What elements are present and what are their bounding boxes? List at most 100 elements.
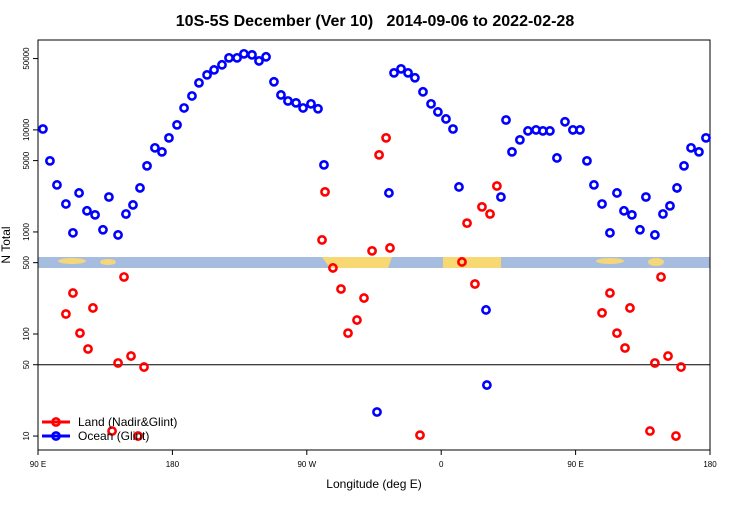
point — [389, 67, 399, 78]
point — [385, 243, 395, 253]
map-land — [648, 258, 664, 266]
point — [126, 351, 136, 361]
point — [418, 86, 428, 97]
point — [45, 155, 55, 166]
point — [501, 115, 511, 125]
point — [415, 430, 425, 441]
point — [641, 192, 651, 202]
y-tick-label: 1000 — [22, 222, 31, 240]
series-1 — [38, 48, 711, 417]
point — [150, 142, 160, 153]
point — [470, 279, 480, 289]
point — [352, 315, 362, 325]
legend-marker — [51, 417, 61, 427]
point — [597, 307, 607, 318]
point — [61, 309, 71, 319]
y-tick-label: 500 — [22, 255, 31, 269]
point — [612, 188, 622, 198]
x-axis-label: Longitude (deg E) — [326, 477, 421, 491]
point — [202, 69, 212, 80]
point — [74, 188, 84, 198]
point — [172, 119, 182, 130]
point — [496, 192, 506, 202]
point — [649, 230, 660, 240]
map-land — [58, 258, 86, 264]
point — [209, 65, 219, 75]
point — [492, 181, 502, 191]
point — [507, 146, 517, 157]
legend-marker — [51, 431, 61, 441]
point — [61, 199, 71, 209]
point — [426, 98, 436, 109]
point — [194, 77, 204, 88]
point — [75, 328, 85, 339]
point — [291, 97, 301, 108]
point — [457, 257, 467, 267]
point — [359, 293, 369, 303]
point — [313, 103, 323, 114]
point — [135, 183, 145, 193]
point — [372, 407, 382, 417]
map-land — [322, 257, 392, 268]
point — [261, 51, 271, 62]
point — [283, 96, 293, 106]
y-tick-label: 100 — [22, 327, 31, 341]
point — [133, 431, 143, 441]
point — [396, 63, 406, 74]
point — [635, 224, 645, 235]
point — [68, 227, 78, 238]
point — [98, 224, 108, 235]
point — [462, 218, 472, 229]
point — [575, 125, 585, 135]
map-land — [100, 259, 116, 265]
point — [523, 126, 533, 136]
point — [128, 200, 138, 210]
point — [90, 209, 100, 220]
point — [649, 358, 660, 368]
series-0 — [61, 132, 686, 441]
point — [448, 124, 458, 134]
point — [187, 91, 197, 101]
y-tick-label: 10 — [22, 431, 31, 440]
point — [656, 272, 666, 282]
point — [88, 303, 98, 313]
point — [671, 431, 681, 441]
point — [232, 52, 242, 63]
chart-title: 10S-5S December (Ver 10) 2014-09-06 to 2… — [176, 13, 575, 30]
point — [52, 180, 62, 190]
point — [545, 126, 555, 136]
plot-frame — [37, 39, 711, 451]
point — [605, 288, 615, 298]
point — [343, 328, 353, 339]
point — [139, 362, 149, 372]
point — [179, 103, 189, 113]
point — [701, 132, 711, 143]
point — [319, 159, 329, 170]
x-tick-label: 90 E — [30, 460, 46, 469]
point — [433, 107, 443, 117]
point — [477, 201, 487, 212]
point — [582, 155, 592, 166]
point — [104, 192, 114, 202]
point — [320, 186, 330, 197]
point — [626, 209, 637, 220]
map-strip — [38, 257, 710, 268]
legend-label: Ocean (Glint) — [78, 429, 149, 443]
point — [619, 205, 629, 216]
point — [164, 132, 174, 143]
point — [239, 48, 249, 59]
point — [672, 183, 682, 193]
point — [328, 263, 338, 273]
x-tick-label: 180 — [166, 460, 180, 469]
point — [605, 227, 615, 238]
point — [665, 200, 675, 211]
y-tick-label: 5000 — [22, 151, 31, 169]
point — [485, 209, 495, 219]
point — [686, 142, 696, 153]
point — [560, 116, 570, 127]
point — [247, 50, 257, 60]
point — [121, 209, 131, 219]
point — [514, 134, 525, 145]
